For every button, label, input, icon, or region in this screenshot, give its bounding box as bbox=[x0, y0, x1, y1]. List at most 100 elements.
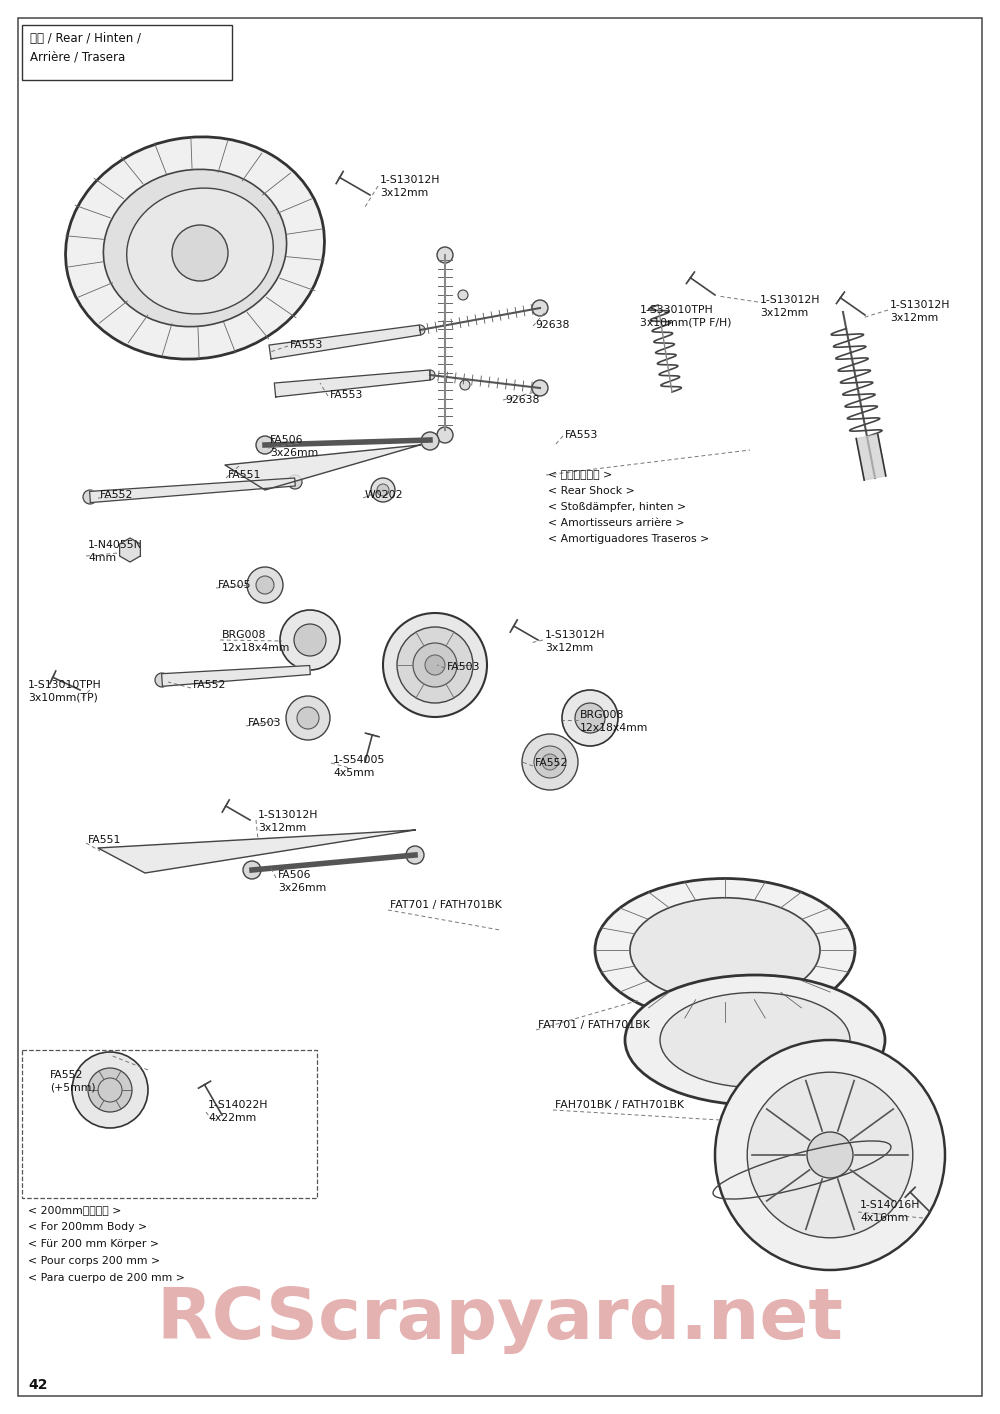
Circle shape bbox=[286, 696, 330, 740]
Circle shape bbox=[243, 861, 261, 880]
Text: < Pour corps 200 mm >: < Pour corps 200 mm > bbox=[28, 1256, 160, 1266]
Circle shape bbox=[294, 624, 326, 656]
Circle shape bbox=[715, 1041, 945, 1270]
Text: 1-S14016H
4x16mm: 1-S14016H 4x16mm bbox=[860, 1200, 920, 1223]
Text: FA551: FA551 bbox=[228, 469, 261, 479]
Text: FA503: FA503 bbox=[248, 718, 282, 728]
Circle shape bbox=[807, 1133, 853, 1178]
Circle shape bbox=[172, 225, 228, 281]
Text: 1-S13010TPH
3x10mm(TP): 1-S13010TPH 3x10mm(TP) bbox=[28, 680, 102, 703]
Circle shape bbox=[288, 475, 302, 489]
Text: RCScrapyard.net: RCScrapyard.net bbox=[157, 1285, 843, 1355]
Text: 1-S13012H
3x12mm: 1-S13012H 3x12mm bbox=[258, 810, 318, 833]
Text: FA553: FA553 bbox=[330, 390, 363, 400]
Text: 42: 42 bbox=[28, 1379, 48, 1391]
Circle shape bbox=[72, 1052, 148, 1128]
Circle shape bbox=[98, 1077, 122, 1102]
Polygon shape bbox=[856, 434, 886, 481]
Polygon shape bbox=[269, 325, 421, 359]
Text: FA506
3x26mm: FA506 3x26mm bbox=[270, 436, 318, 458]
Circle shape bbox=[522, 734, 578, 790]
Text: BRG008
12x18x4mm: BRG008 12x18x4mm bbox=[580, 710, 648, 732]
Text: < Para cuerpo de 200 mm >: < Para cuerpo de 200 mm > bbox=[28, 1273, 185, 1282]
Circle shape bbox=[562, 690, 618, 747]
Circle shape bbox=[247, 567, 283, 602]
Circle shape bbox=[534, 747, 566, 778]
Circle shape bbox=[421, 433, 439, 450]
Text: < For 200mm Body >: < For 200mm Body > bbox=[28, 1222, 147, 1232]
Text: FA553: FA553 bbox=[565, 430, 598, 440]
Circle shape bbox=[542, 754, 558, 771]
Circle shape bbox=[532, 380, 548, 396]
Text: 1-S13012H
3x12mm: 1-S13012H 3x12mm bbox=[380, 175, 440, 198]
Circle shape bbox=[397, 626, 473, 703]
Circle shape bbox=[425, 370, 435, 380]
Text: BRG008
12x18x4mm: BRG008 12x18x4mm bbox=[222, 631, 290, 653]
Ellipse shape bbox=[66, 137, 324, 359]
Ellipse shape bbox=[595, 878, 855, 1021]
Text: 92638: 92638 bbox=[535, 320, 569, 329]
Text: FA552
(+5mm): FA552 (+5mm) bbox=[50, 1070, 96, 1093]
Polygon shape bbox=[90, 478, 295, 502]
Text: FAT701 / FATH701BK: FAT701 / FATH701BK bbox=[390, 899, 502, 911]
Bar bbox=[22, 25, 232, 81]
Circle shape bbox=[415, 325, 425, 335]
Text: FAH701BK / FATH701BK: FAH701BK / FATH701BK bbox=[555, 1100, 684, 1110]
Polygon shape bbox=[225, 445, 420, 491]
Circle shape bbox=[532, 300, 548, 315]
Text: < リヤダンパー >: < リヤダンパー > bbox=[548, 469, 612, 479]
Ellipse shape bbox=[630, 898, 820, 1003]
Circle shape bbox=[413, 643, 457, 687]
Text: FA552: FA552 bbox=[535, 758, 568, 768]
Text: 1-N4055N
4mm: 1-N4055N 4mm bbox=[88, 540, 143, 563]
Text: < Amortiguadores Traseros >: < Amortiguadores Traseros > bbox=[548, 534, 709, 544]
Polygon shape bbox=[120, 537, 140, 561]
Text: < Rear Shock >: < Rear Shock > bbox=[548, 486, 635, 496]
Circle shape bbox=[437, 247, 453, 263]
Text: < 200mmボディ用 >: < 200mmボディ用 > bbox=[28, 1205, 121, 1215]
Ellipse shape bbox=[103, 170, 287, 327]
Text: FA551: FA551 bbox=[88, 836, 121, 846]
Circle shape bbox=[371, 478, 395, 502]
Circle shape bbox=[377, 484, 389, 496]
Text: W0202: W0202 bbox=[365, 491, 404, 501]
Text: リヤ / Rear / Hinten /
Arrière / Trasera: リヤ / Rear / Hinten / Arrière / Trasera bbox=[30, 33, 141, 64]
Text: FA505: FA505 bbox=[218, 580, 252, 590]
Circle shape bbox=[88, 1068, 132, 1111]
Text: FA552: FA552 bbox=[193, 680, 226, 690]
Circle shape bbox=[460, 380, 470, 390]
Text: < Amortisseurs arrière >: < Amortisseurs arrière > bbox=[548, 518, 684, 527]
Circle shape bbox=[280, 609, 340, 670]
Text: FAT701 / FATH701BK: FAT701 / FATH701BK bbox=[538, 1019, 650, 1029]
Circle shape bbox=[383, 614, 487, 717]
Circle shape bbox=[437, 427, 453, 443]
Circle shape bbox=[747, 1072, 913, 1237]
Ellipse shape bbox=[660, 993, 850, 1087]
Text: < Stoßdämpfer, hinten >: < Stoßdämpfer, hinten > bbox=[548, 502, 686, 512]
Text: 1-S13012H
3x12mm: 1-S13012H 3x12mm bbox=[545, 631, 606, 653]
Circle shape bbox=[406, 846, 424, 864]
Text: FA503: FA503 bbox=[447, 662, 480, 672]
Text: 1-S14022H
4x22mm: 1-S14022H 4x22mm bbox=[208, 1100, 268, 1123]
Ellipse shape bbox=[625, 976, 885, 1104]
Text: 92638: 92638 bbox=[505, 395, 539, 404]
Circle shape bbox=[256, 575, 274, 594]
Bar bbox=[22, 1051, 317, 1198]
Circle shape bbox=[83, 491, 97, 503]
Circle shape bbox=[256, 436, 274, 454]
Polygon shape bbox=[98, 830, 415, 872]
Circle shape bbox=[297, 707, 319, 730]
Text: 1-S13012H
3x12mm: 1-S13012H 3x12mm bbox=[890, 300, 950, 322]
Circle shape bbox=[575, 703, 605, 732]
Circle shape bbox=[155, 673, 169, 687]
Circle shape bbox=[535, 303, 545, 312]
Text: FA553: FA553 bbox=[290, 339, 323, 351]
Polygon shape bbox=[274, 370, 430, 397]
Circle shape bbox=[425, 655, 445, 674]
Circle shape bbox=[535, 383, 545, 393]
Text: FA552: FA552 bbox=[100, 491, 133, 501]
Text: < Für 200 mm Körper >: < Für 200 mm Körper > bbox=[28, 1239, 159, 1249]
Text: 1-S33010TPH
3x10mm(TP F/H): 1-S33010TPH 3x10mm(TP F/H) bbox=[640, 305, 732, 328]
Text: FA506
3x26mm: FA506 3x26mm bbox=[278, 870, 326, 892]
Text: 1-S54005
4x5mm: 1-S54005 4x5mm bbox=[333, 755, 385, 778]
